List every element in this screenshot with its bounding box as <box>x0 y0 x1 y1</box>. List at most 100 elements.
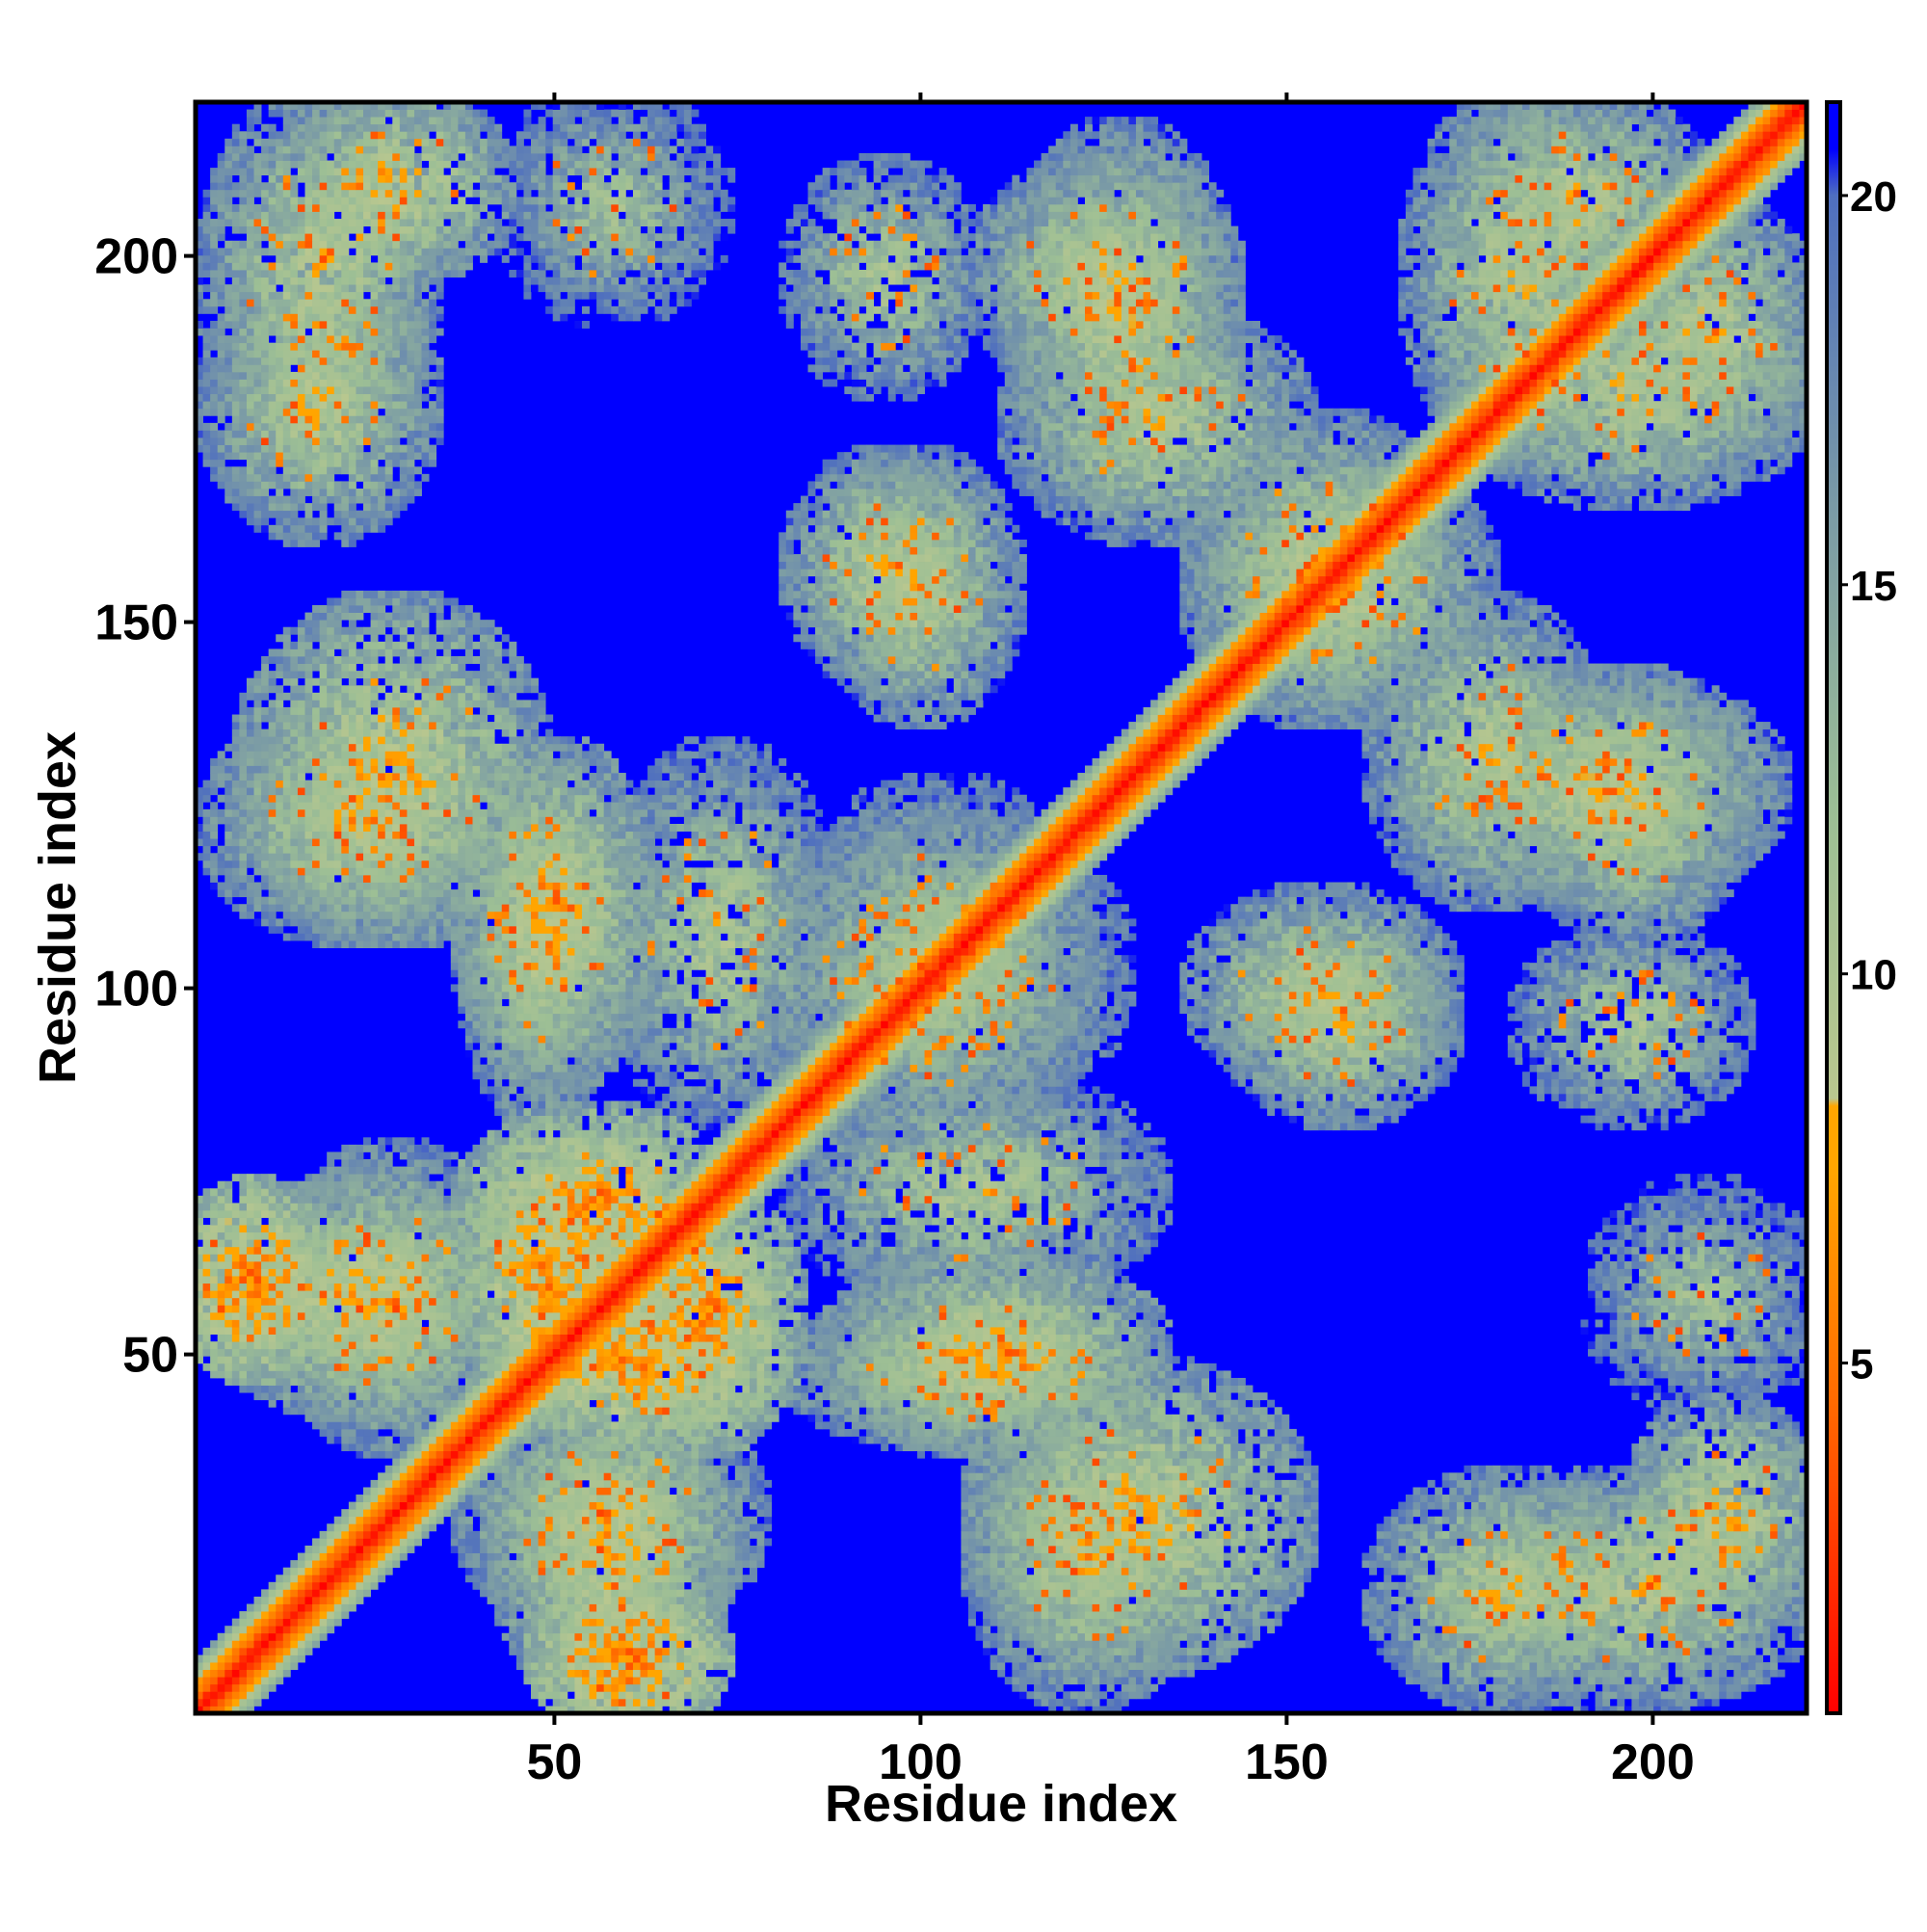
heatmap-cell <box>509 1597 516 1604</box>
heatmap-cell <box>1566 1472 1573 1480</box>
heatmap-cell <box>1122 1509 1129 1517</box>
heatmap-cell <box>1391 1640 1399 1648</box>
heatmap-cell <box>276 1575 283 1582</box>
heatmap-cell <box>1733 1472 1741 1480</box>
heatmap-cell <box>1551 1575 1559 1582</box>
heatmap-cell <box>1602 1538 1610 1546</box>
heatmap-cell <box>1420 1677 1428 1684</box>
heatmap-cell <box>1107 1677 1115 1684</box>
heatmap-cell <box>1158 1575 1166 1582</box>
heatmap-cell <box>662 1487 670 1495</box>
heatmap-cell <box>531 1684 539 1692</box>
heatmap-cell <box>968 1458 976 1466</box>
heatmap-cell <box>1398 1589 1406 1597</box>
heatmap-cell <box>1515 1626 1522 1633</box>
heatmap-cell <box>1617 1597 1624 1604</box>
heatmap-cell <box>1727 1553 1734 1561</box>
heatmap-cell <box>1661 1538 1669 1546</box>
heatmap-cell <box>1107 1662 1115 1670</box>
heatmap-cell <box>582 1487 590 1495</box>
heatmap-cell <box>1245 1582 1253 1590</box>
heatmap-cell <box>764 1502 772 1510</box>
heatmap-cell <box>509 1495 516 1502</box>
heatmap-cell <box>1661 1699 1669 1707</box>
heatmap-cell <box>1682 1568 1690 1575</box>
heatmap-cell <box>619 1502 626 1510</box>
heatmap-cell <box>1093 1495 1100 1502</box>
heatmap-cell <box>670 1517 677 1524</box>
heatmap-cell <box>619 1458 626 1466</box>
heatmap-cell <box>691 1611 699 1619</box>
heatmap-cell <box>1428 1546 1436 1553</box>
heatmap-cell <box>983 1568 990 1575</box>
heatmap-cell <box>625 1523 633 1531</box>
heatmap-cell <box>1114 1662 1122 1670</box>
heatmap-cell <box>1420 1670 1428 1678</box>
heatmap-cell <box>1617 1654 1624 1662</box>
heatmap-cell <box>1194 1495 1201 1502</box>
heatmap-cell <box>706 1560 714 1568</box>
heatmap-cell <box>553 1670 561 1678</box>
heatmap-cell <box>1792 1502 1800 1510</box>
heatmap-cell <box>1682 1523 1690 1531</box>
heatmap-cell <box>509 1546 516 1553</box>
heatmap-cell <box>232 1699 240 1707</box>
heatmap-cell <box>1128 1648 1136 1655</box>
heatmap-cell <box>1194 1466 1201 1473</box>
heatmap-cell <box>727 1640 735 1648</box>
heatmap-cell <box>1500 1619 1508 1627</box>
heatmap-cell <box>1748 1670 1755 1678</box>
heatmap <box>196 102 1807 1713</box>
heatmap-cell <box>1624 1648 1632 1655</box>
heatmap-cell <box>1515 1509 1522 1517</box>
heatmap-cell <box>1748 1472 1755 1480</box>
heatmap-cell <box>1107 1611 1115 1619</box>
heatmap-cell <box>443 1502 451 1510</box>
heatmap-cell <box>1580 1662 1588 1670</box>
heatmap-cell <box>1085 1531 1093 1539</box>
heatmap-cell <box>997 1495 1005 1502</box>
heatmap-cell <box>1048 1472 1056 1480</box>
heatmap-cell <box>1610 1553 1618 1561</box>
heatmap-cell <box>1457 1531 1479 1539</box>
heatmap-cell <box>1435 1677 1442 1684</box>
heatmap-cell <box>224 1677 232 1684</box>
heatmap-cell <box>1631 1502 1639 1510</box>
heatmap-cell <box>371 1523 379 1531</box>
heatmap-cell <box>1019 1466 1027 1473</box>
heatmap-cell <box>990 1604 998 1612</box>
heatmap-cell <box>1661 1654 1669 1662</box>
heatmap-cell <box>1770 1523 1778 1531</box>
heatmap-cell <box>1464 1553 1471 1561</box>
heatmap-cell <box>1631 1582 1639 1590</box>
heatmap-cell <box>1158 1458 1166 1466</box>
heatmap-cell <box>224 1654 232 1662</box>
heatmap-cell <box>494 1582 502 1590</box>
heatmap-cell <box>983 1575 990 1582</box>
heatmap-cell <box>1719 1582 1727 1590</box>
heatmap-cell <box>1201 1633 1209 1641</box>
heatmap-cell <box>341 1611 349 1619</box>
heatmap-cell <box>378 1560 385 1568</box>
heatmap-cell <box>655 1480 663 1488</box>
heatmap-cell <box>684 1553 692 1561</box>
heatmap-cell <box>1704 1487 1712 1495</box>
heatmap-cell <box>1224 1458 1231 1466</box>
heatmap-cell <box>1704 1531 1712 1539</box>
heatmap-cell <box>699 1517 706 1524</box>
heatmap-cell <box>1755 1480 1763 1488</box>
heatmap-cell <box>531 1604 539 1612</box>
heatmap-cell <box>1741 1626 1749 1633</box>
heatmap-cell <box>1508 1619 1516 1627</box>
heatmap-cell <box>1216 1611 1224 1619</box>
heatmap-cell <box>1566 1517 1573 1524</box>
heatmap-cell <box>1537 1691 1544 1699</box>
heatmap-cell <box>1369 1633 1377 1641</box>
heatmap-cell <box>1179 1604 1187 1612</box>
heatmap-cell <box>1479 1699 1487 1707</box>
heatmap-cell <box>1267 1472 1275 1480</box>
heatmap-cell <box>312 1604 320 1612</box>
heatmap-cell <box>1544 1517 1552 1524</box>
heatmap-cell <box>531 1466 539 1473</box>
heatmap-cell <box>1690 1626 1698 1633</box>
